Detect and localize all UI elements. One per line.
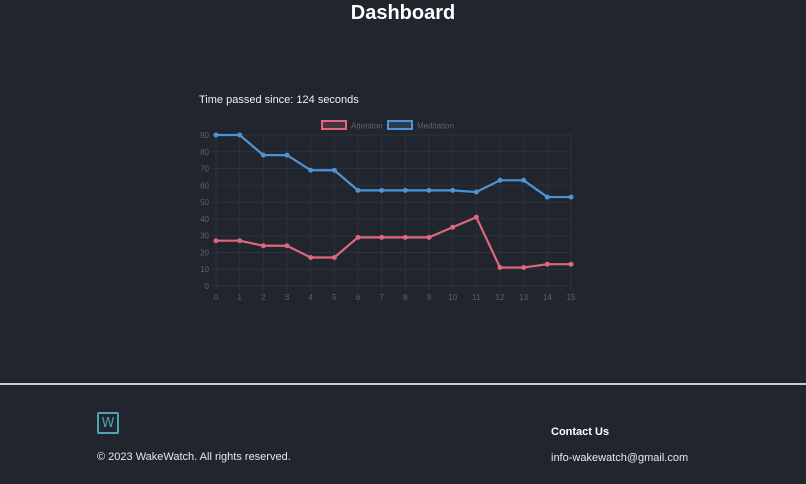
- x-tick-label: 1: [237, 293, 242, 302]
- data-point-attention: [521, 265, 527, 271]
- data-point-meditation: [379, 187, 385, 193]
- data-point-attention: [237, 238, 243, 244]
- series-line-attention: [216, 216, 571, 269]
- data-point-attention: [426, 234, 432, 240]
- data-point-attention: [497, 265, 503, 271]
- x-tick-label: 2: [261, 293, 266, 302]
- data-point-meditation: [213, 132, 219, 138]
- series-line-meditation: [216, 133, 571, 199]
- legend-swatch-meditation[interactable]: [387, 120, 413, 130]
- x-tick-label: 0: [214, 293, 219, 302]
- data-point-attention: [568, 261, 574, 267]
- y-tick-label: 60: [200, 181, 209, 190]
- data-point-meditation: [544, 194, 550, 200]
- y-tick-label: 30: [200, 232, 209, 241]
- data-point-meditation: [521, 177, 527, 183]
- data-point-meditation: [284, 152, 290, 158]
- data-point-attention: [260, 243, 266, 249]
- y-tick-label: 70: [200, 165, 209, 174]
- data-point-attention: [402, 234, 408, 240]
- data-point-meditation: [308, 167, 314, 173]
- x-tick-label: 9: [427, 293, 432, 302]
- data-point-meditation: [426, 187, 432, 193]
- data-point-attention: [379, 234, 385, 240]
- wakewatch-logo-icon[interactable]: W: [97, 412, 119, 434]
- y-tick-label: 40: [200, 215, 209, 224]
- contact-us-heading: Contact Us: [551, 426, 610, 438]
- contact-email-link[interactable]: info-wakewatch@gmail.com: [551, 452, 689, 464]
- x-tick-label: 12: [496, 293, 505, 302]
- data-point-meditation: [331, 167, 337, 173]
- data-point-attention: [213, 238, 219, 244]
- data-point-attention: [450, 224, 456, 230]
- data-point-meditation: [450, 187, 456, 193]
- x-tick-label: 5: [332, 293, 337, 302]
- page-title: Dashboard: [350, 2, 456, 24]
- data-point-meditation: [402, 187, 408, 193]
- time-passed-label: Time passed since: 124 seconds: [199, 94, 359, 106]
- legend-label-attention[interactable]: Attention: [351, 122, 383, 131]
- footer-divider: [0, 383, 806, 385]
- data-point-attention: [544, 261, 550, 267]
- y-tick-label: 20: [200, 248, 209, 257]
- x-tick-label: 11: [472, 293, 481, 302]
- y-tick-label: 10: [200, 265, 209, 274]
- data-point-attention: [473, 214, 479, 220]
- legend-swatch-attention[interactable]: [321, 120, 347, 130]
- data-point-attention: [308, 254, 314, 260]
- x-tick-label: 8: [403, 293, 408, 302]
- data-point-meditation: [260, 152, 266, 158]
- logo-glyph: W: [101, 415, 115, 431]
- copyright-text: © 2023 WakeWatch. All rights reserved.: [97, 451, 291, 463]
- data-point-meditation: [568, 194, 574, 200]
- y-tick-label: 50: [200, 198, 209, 207]
- data-point-attention: [355, 234, 361, 240]
- x-tick-label: 13: [519, 293, 528, 302]
- data-point-meditation: [355, 187, 361, 193]
- data-point-meditation: [497, 177, 503, 183]
- data-point-meditation: [473, 189, 479, 195]
- x-tick-label: 6: [356, 293, 361, 302]
- data-point-attention: [331, 254, 337, 260]
- x-tick-label: 10: [448, 293, 457, 302]
- y-tick-label: 0: [205, 282, 210, 291]
- data-point-attention: [284, 243, 290, 249]
- y-tick-label: 90: [200, 131, 209, 140]
- x-tick-label: 7: [379, 293, 384, 302]
- x-tick-label: 4: [308, 293, 313, 302]
- y-tick-label: 80: [200, 148, 209, 157]
- x-tick-label: 14: [543, 293, 552, 302]
- x-tick-label: 3: [285, 293, 290, 302]
- legend-label-meditation[interactable]: Meditation: [417, 122, 454, 131]
- data-point-meditation: [237, 132, 243, 138]
- x-tick-label: 15: [567, 293, 576, 302]
